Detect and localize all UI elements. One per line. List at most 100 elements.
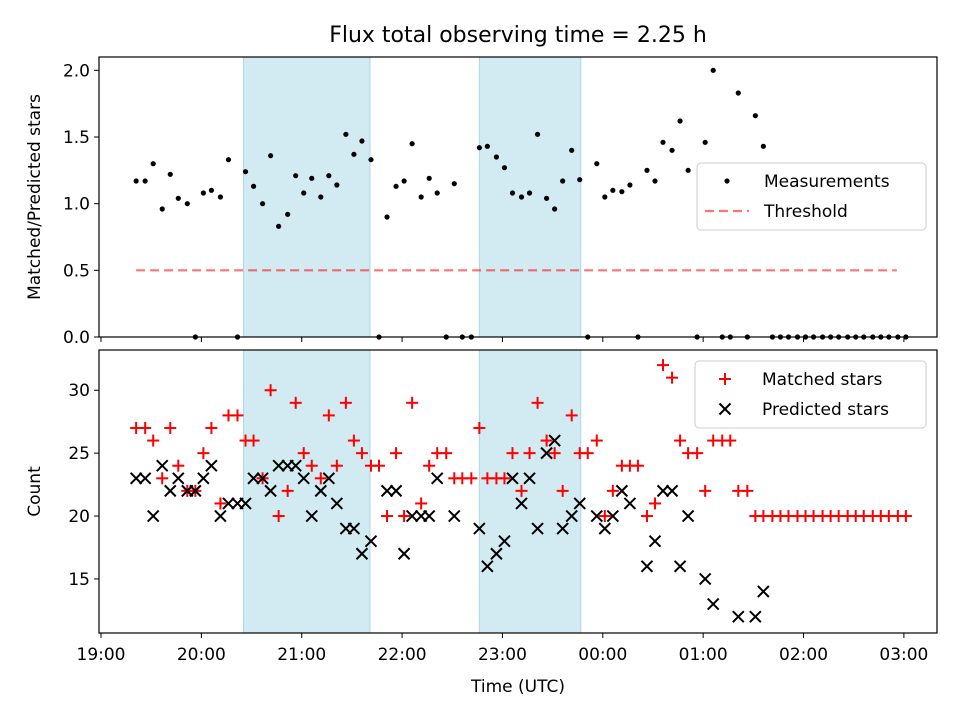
matched-stars-point (406, 396, 419, 409)
predicted-stars-point (322, 472, 336, 485)
predicted-stars-point (380, 484, 394, 498)
x-tick-label: 01:00 (679, 645, 728, 665)
matched-stars-point (398, 510, 411, 523)
measurement-point (426, 175, 432, 181)
matched-stars-point (724, 434, 737, 447)
measurement-point (175, 195, 181, 201)
predicted-stars-point (665, 484, 679, 498)
predicted-stars-point (222, 497, 235, 510)
predicted-stars-point (156, 459, 169, 472)
measurement-point (544, 195, 550, 201)
matched-stars-point (606, 484, 619, 497)
matched-stars-point (415, 497, 428, 510)
matched-stars-point (347, 434, 360, 447)
top-shaded-interval-1 (243, 56, 371, 338)
predicted-stars-point (189, 484, 202, 498)
predicted-stars-point (523, 472, 536, 485)
legend-measurements-marker (724, 178, 730, 184)
measurement-point (259, 201, 266, 207)
x-tick-label: 21:00 (277, 645, 326, 665)
y-tick-label: 0.5 (63, 261, 90, 281)
y-tick-label: 1.5 (63, 128, 90, 148)
measurement-point (752, 113, 758, 119)
measurement-point (200, 190, 206, 196)
matched-stars-point (381, 510, 394, 523)
predicted-stars-point (355, 547, 369, 560)
top-legend: Measurements Threshold (696, 162, 927, 231)
matched-stars-point (197, 447, 210, 460)
predicted-stars-point (129, 472, 143, 485)
predicted-stars-point (205, 459, 218, 472)
bottom-shaded-interval-1 (243, 349, 371, 634)
matched-stars-point (147, 434, 160, 447)
predicted-stars-point (431, 472, 444, 485)
matched-stars-point (515, 484, 528, 497)
predicted-stars-point (506, 472, 519, 485)
matched-stars-point (465, 472, 478, 485)
top-axes-frame (98, 56, 938, 338)
measurement-point (309, 175, 315, 181)
measurement-point (685, 167, 691, 173)
measurement-point (493, 154, 500, 160)
measurement-point (735, 90, 741, 96)
x-tick-label: 00:00 (578, 645, 627, 665)
legend-box (694, 360, 927, 429)
measurement-point (569, 147, 575, 153)
matched-stars-point (289, 396, 302, 409)
legend-entry-label: Measurements (764, 172, 890, 192)
measurement-point (534, 131, 541, 137)
predicted-stars-point (448, 509, 461, 523)
measurement-point (602, 194, 608, 200)
top-shaded-interval-2 (478, 56, 582, 338)
measurement-point (368, 157, 374, 163)
predicted-stars-point (732, 610, 745, 623)
predicted-stars-point (172, 472, 185, 485)
predicted-stars-point (565, 509, 578, 523)
predicted-stars-point (640, 560, 654, 573)
predicted-stars-point (422, 509, 436, 523)
x-tick-label: 20:00 (177, 645, 226, 665)
measurement-point (301, 190, 307, 196)
measurement-point (484, 143, 490, 149)
predicted-stars-point (531, 522, 544, 535)
matched-stars-point (899, 510, 912, 523)
matched-stars-point (657, 359, 670, 372)
predicted-stars-point (272, 459, 285, 472)
measurement-point (293, 173, 299, 179)
predicted-stars-point (347, 522, 361, 535)
measurement-point (159, 206, 165, 212)
y-tick-label: 15 (68, 570, 90, 590)
measurement-point (409, 141, 415, 147)
matched-stars-point (531, 396, 544, 409)
measurement-point (434, 190, 440, 196)
matched-stars-point (473, 421, 486, 434)
matched-stars-point (272, 510, 285, 523)
predicted-stars-point (648, 534, 662, 548)
measurement-point (677, 118, 683, 124)
matched-stars-point (205, 421, 218, 434)
predicted-stars-point (214, 509, 227, 523)
predicted-stars-point (548, 434, 561, 447)
matched-stars-point (172, 459, 185, 472)
predicted-stars-point (247, 472, 260, 485)
matched-stars-point (297, 447, 310, 460)
measurement-point (509, 190, 516, 196)
measurement-point (619, 189, 625, 195)
x-tick-label: 23:00 (478, 645, 527, 665)
matched-stars-point (440, 447, 453, 460)
measurement-point (518, 194, 525, 200)
y-tick-label: 20 (68, 507, 90, 527)
legend-predicted-marker (718, 402, 732, 416)
matched-stars-point (741, 484, 754, 497)
measurement-point (660, 139, 666, 145)
matched-stars-point (590, 434, 603, 447)
measurement-point (242, 169, 249, 175)
legend-entry-label: Threshold (763, 202, 848, 222)
predicted-stars-point (698, 572, 712, 586)
measurement-point (142, 178, 148, 184)
y-tick-label: 30 (68, 381, 90, 401)
measurement-point (167, 171, 173, 177)
predicted-stars-point (757, 585, 770, 598)
matched-stars-point (691, 447, 704, 460)
